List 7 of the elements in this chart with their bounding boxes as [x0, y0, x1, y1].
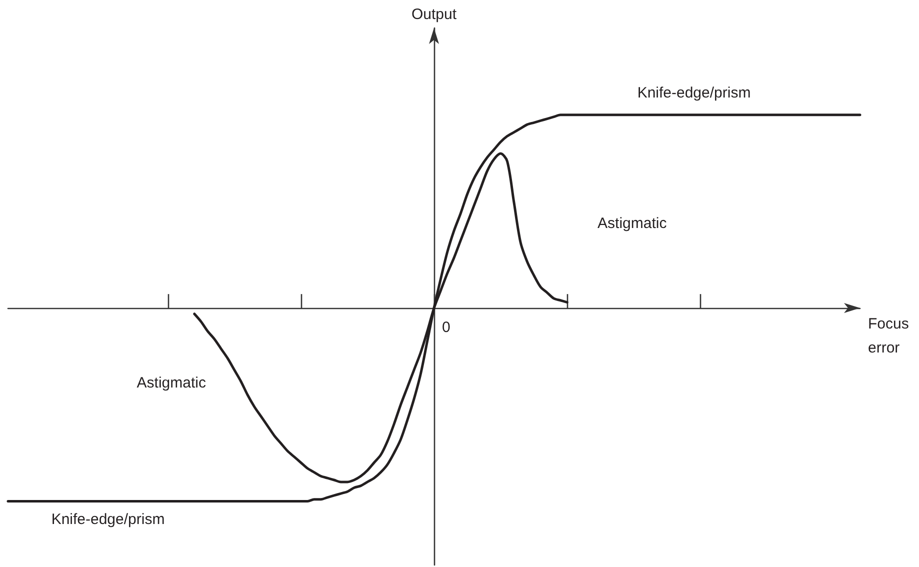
series-label: Knife-edge/prism — [51, 510, 165, 528]
text: Astigmatic — [598, 214, 667, 232]
x-axis-title: Focus error — [868, 316, 909, 357]
text: Knife-edge/prism — [637, 84, 751, 102]
series-label: Astigmatic — [136, 374, 206, 392]
annotation: 0 — [442, 319, 450, 336]
text: Output — [411, 6, 458, 23]
